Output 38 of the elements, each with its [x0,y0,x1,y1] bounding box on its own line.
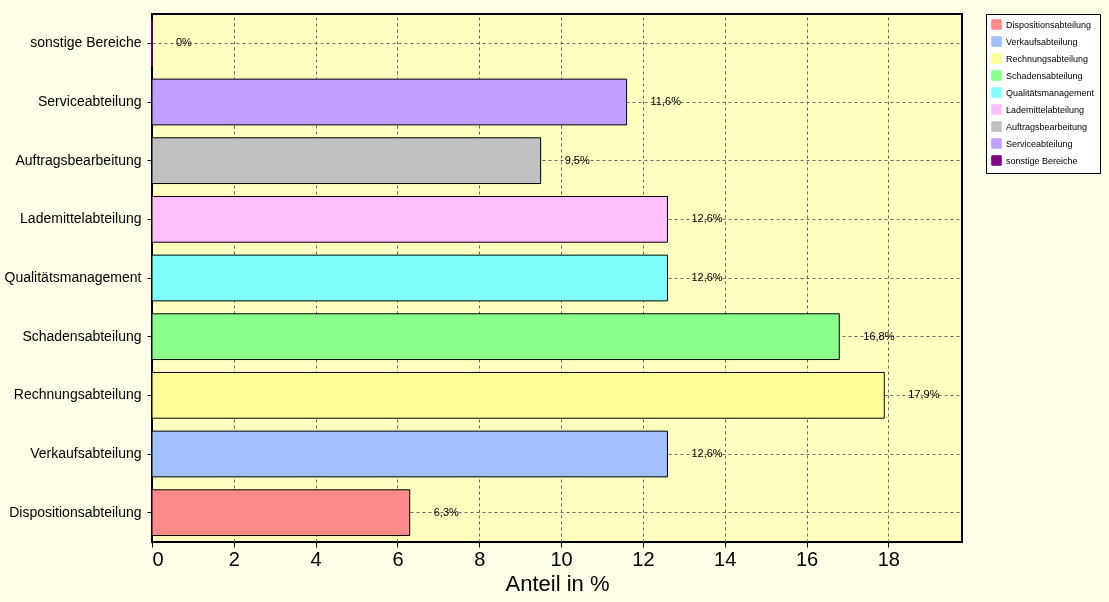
data-label: 11,6% [650,95,682,107]
data-label: 6,3% [433,505,460,518]
legend-label: Lademittelabteilung [1006,104,1085,115]
x-tick-label: 8 [474,547,486,570]
data-label: 17,9% [908,388,940,401]
x-tick-label: 4 [310,547,322,570]
x-tick-label: 2 [228,547,240,570]
legend-label: Qualitätsmanagement [1006,87,1095,98]
legend-label: Rechnungsabteilung [1006,53,1089,64]
legend-label: Verkaufsabteilung [1006,36,1078,47]
y-tick-label: Serviceabteilung [37,93,142,109]
x-tick-label: 6 [392,547,404,570]
x-axis-title: Anteil in % [505,570,610,596]
legend-label: sonstige Bereiche [1006,155,1078,166]
data-label: 0% [176,36,193,49]
data-label: 12,6% [691,447,723,459]
data-label: 9,5% [564,153,590,166]
y-tick-label: sonstige Bereiche [30,34,142,51]
x-tick-label: 18 [877,547,900,570]
y-tick-label: Schadensabteilung [22,327,142,344]
y-tick-label: Rechnungsabteilung [13,386,142,403]
legend-label: Schadensabteilung [1006,70,1083,81]
x-tick-label: 10 [550,547,573,570]
legend-label: Dispositionsabteilung [1006,19,1092,30]
legend-label: Auftragsbearbeitung [1006,121,1088,132]
y-tick-label: Auftragsbearbeitung [15,151,142,168]
data-label: 16,8% [863,329,895,342]
legend-label: Serviceabteilung [1006,138,1073,149]
y-tick-label: Verkaufsabteilung [30,445,142,461]
x-tick-label: 14 [714,547,737,570]
data-label: 12,6% [691,212,723,225]
x-tick-label: 16 [795,547,819,570]
y-tick-label: Lademittelabteilung [20,210,142,227]
y-tick-label: Dispositionsabteilung [9,503,142,520]
x-tick-label: 12 [632,547,655,570]
data-label: 12,6% [691,271,723,283]
x-tick-label: 0 [152,547,164,570]
y-tick-label: Qualitätsmanagement [4,269,142,285]
